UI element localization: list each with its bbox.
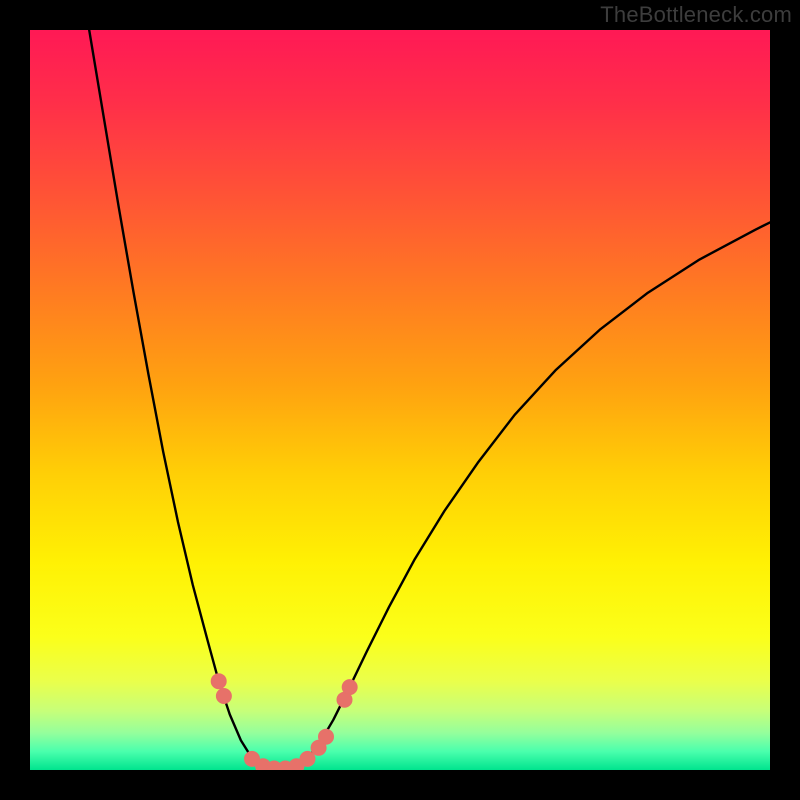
chart-background [30,30,770,770]
curve-marker [300,751,315,766]
plot-area [30,30,770,770]
watermark-text: TheBottleneck.com [600,2,792,28]
curve-marker [211,674,226,689]
chart-svg [30,30,770,770]
curve-marker [319,729,334,744]
curve-marker [342,680,357,695]
outer-frame: TheBottleneck.com [0,0,800,800]
curve-marker [216,689,231,704]
